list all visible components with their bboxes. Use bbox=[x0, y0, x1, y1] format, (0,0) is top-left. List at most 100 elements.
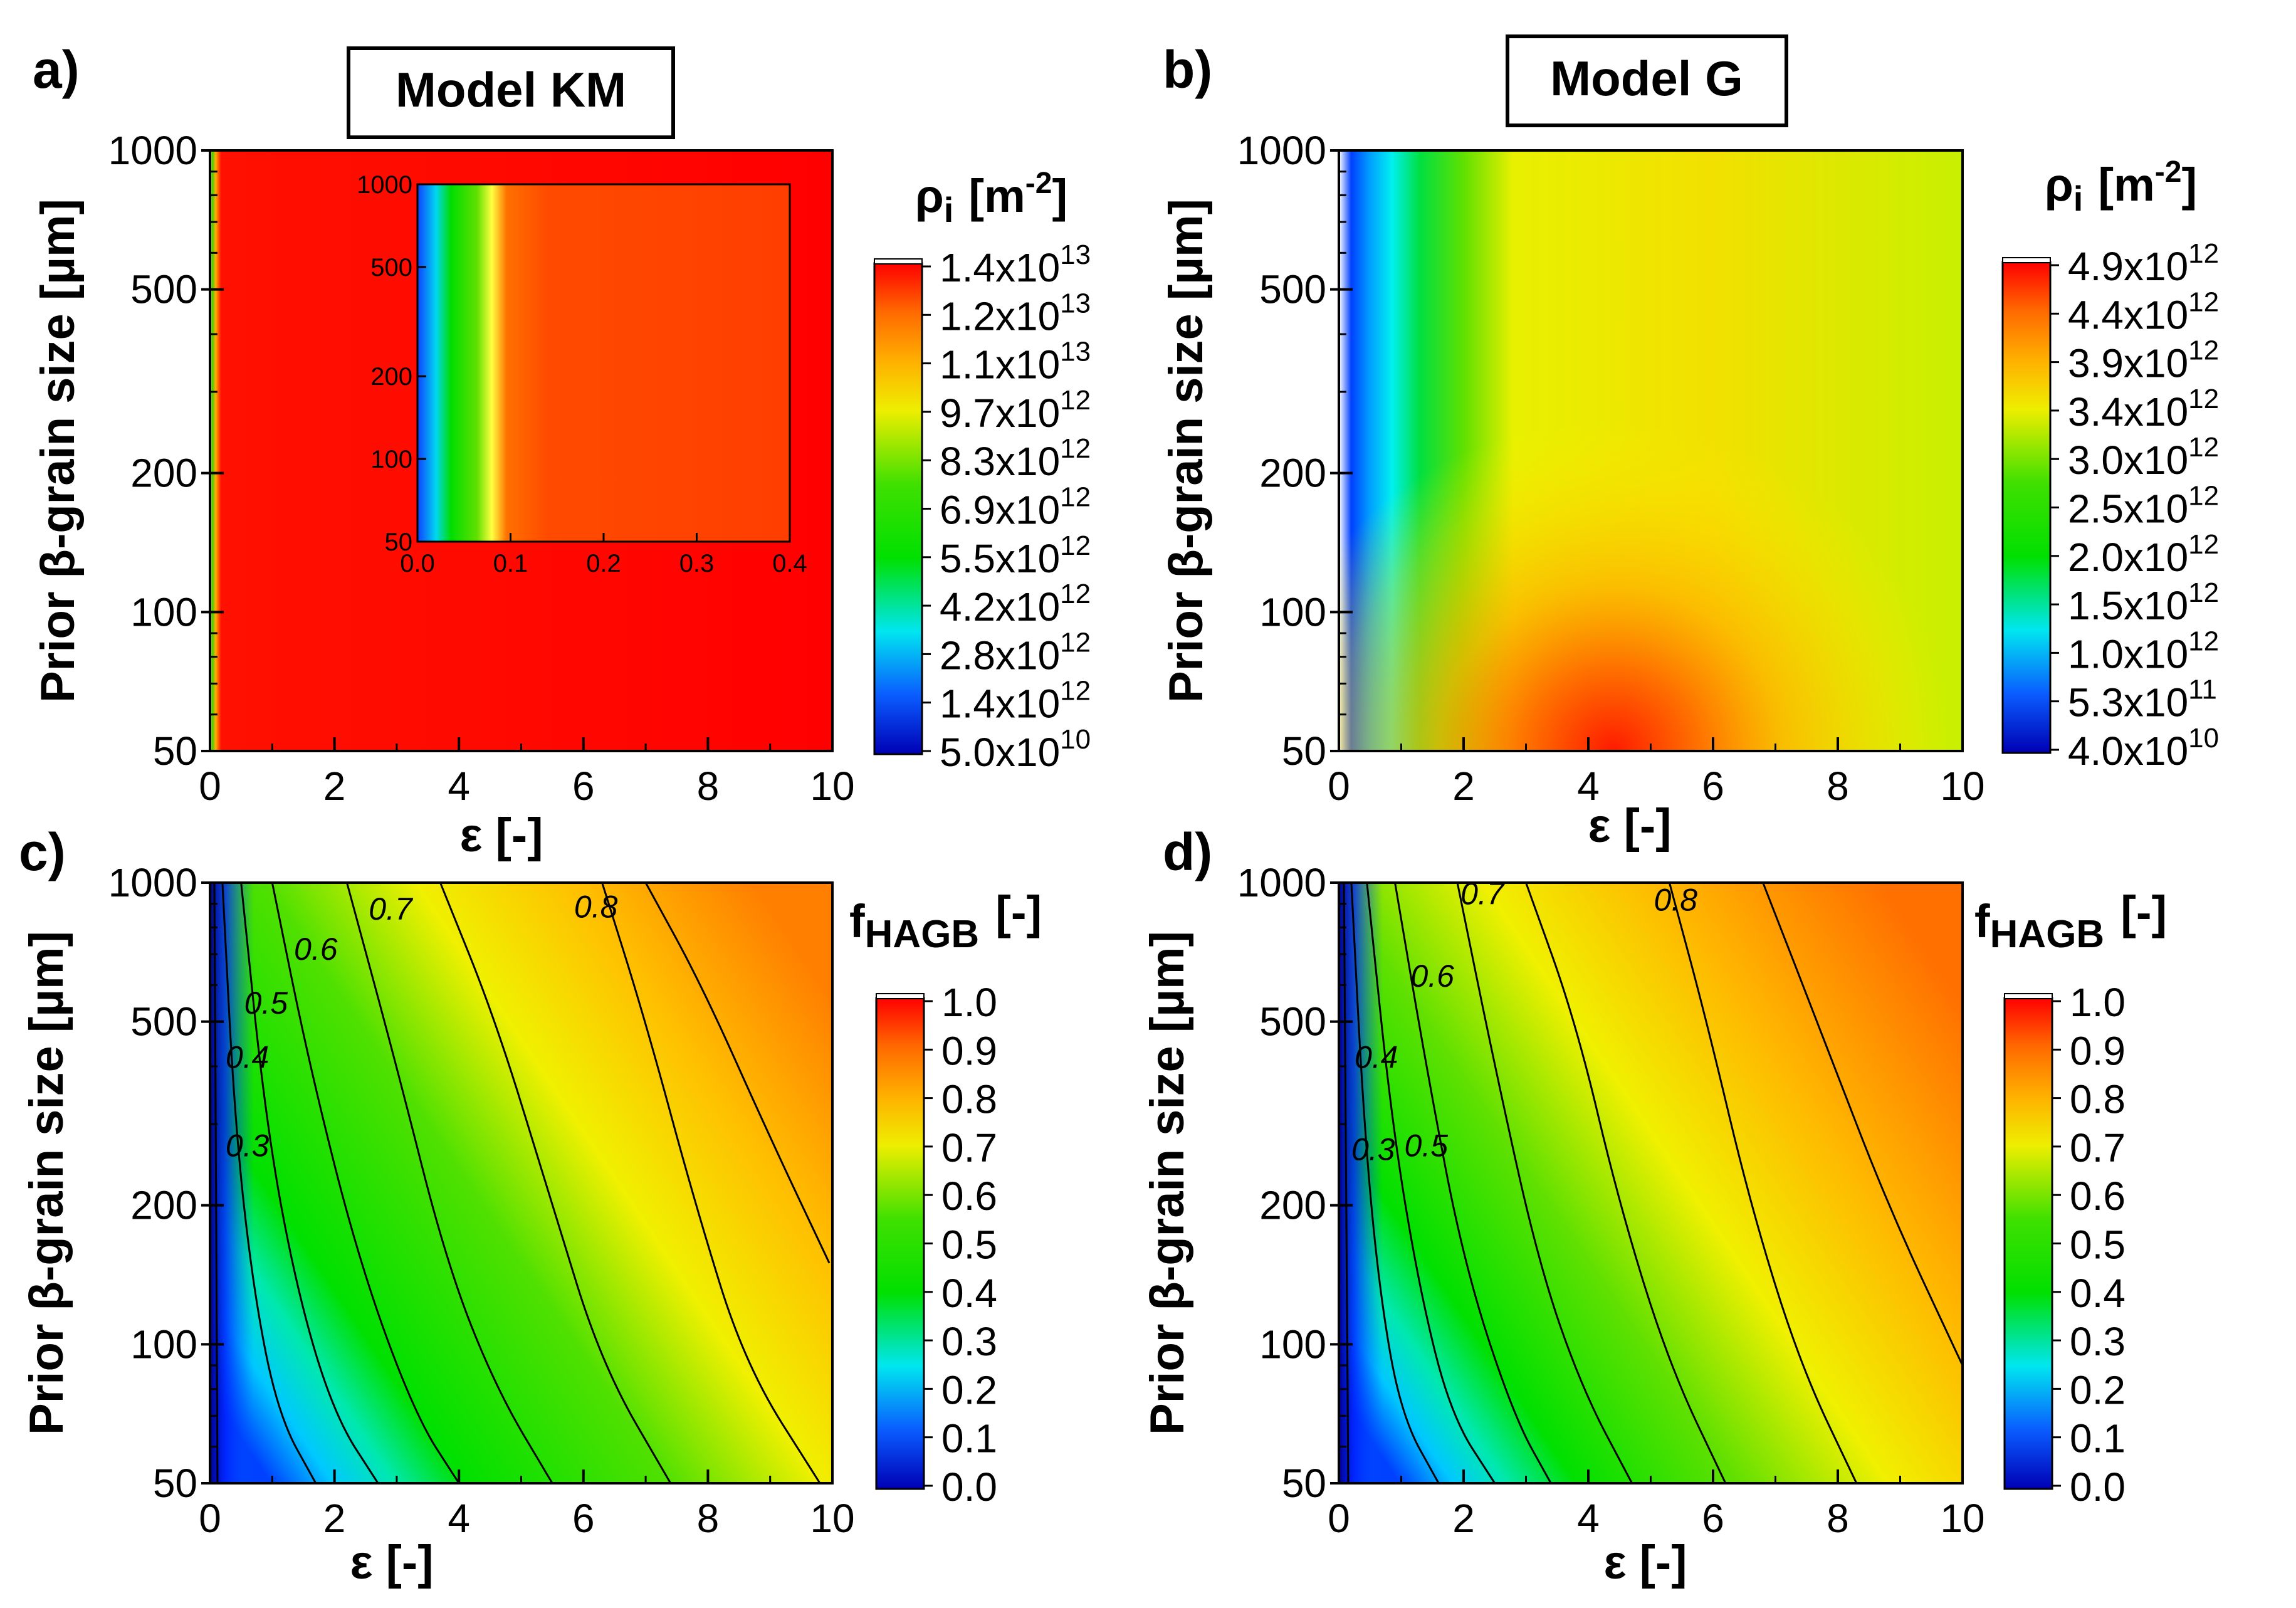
contour-line bbox=[1668, 883, 1858, 1483]
panel-a: a) Model KM 0.0 0.1 0.2 0.3 0.45010020050010… bbox=[31, 40, 1091, 862]
panel-b-xlabel: ε [-] bbox=[1588, 799, 1671, 853]
colorbar-tick-label: 0.7 bbox=[2070, 1125, 2126, 1170]
inset-y-tick-label: 1000 bbox=[357, 171, 412, 199]
panel-b-hotspot bbox=[1339, 150, 1963, 751]
y-tick-label: 200 bbox=[1259, 451, 1326, 496]
panel-d-plot: 0.30.40.50.60.7 0.8 bbox=[1339, 883, 1963, 1483]
contour-line bbox=[644, 883, 831, 1264]
panel-a-letter: a) bbox=[33, 40, 80, 99]
colorbar-tick-label: 1.5x1012 bbox=[2068, 577, 2219, 628]
panel-d-colorbar-title: fHAGB [-] bbox=[1974, 886, 2167, 956]
contour-line bbox=[1366, 883, 1496, 1483]
contour-line bbox=[1394, 883, 1552, 1483]
contour-label: 0.8 bbox=[1654, 883, 1698, 918]
y-tick-label: 100 bbox=[130, 1322, 197, 1367]
contour-label: 0.8 bbox=[574, 889, 618, 924]
colorbar-tick-label: 2.0x1012 bbox=[2068, 529, 2219, 580]
contour-label: 0.6 bbox=[1410, 959, 1454, 994]
y-tick-label: 500 bbox=[130, 267, 197, 312]
inset-x-tick-label: 0.4 bbox=[772, 550, 807, 577]
panel-b-colorbar-cap bbox=[2002, 257, 2051, 263]
colorbar-tick-label: 0.6 bbox=[941, 1174, 997, 1219]
colorbar-tick-label: 3.4x1012 bbox=[2068, 384, 2219, 434]
panel-c-axes: 0 2 4 6 8 10 50 100 200 500 1000 bbox=[108, 860, 855, 1541]
colorbar-tick-label: 0.4 bbox=[941, 1271, 997, 1316]
colorbar-tick-label: 1.0 bbox=[941, 980, 997, 1025]
contour-line bbox=[1343, 883, 1350, 1483]
x-tick-label: 0 bbox=[199, 764, 221, 809]
y-tick-label: 50 bbox=[153, 728, 197, 774]
panel-d: d) 0.30.40.50.60.7 0.8 0 2 4 6 8 1050100200500… bbox=[1141, 822, 2167, 1589]
contour-label: 0.6 bbox=[294, 932, 338, 967]
panel-a-colorbar-bar bbox=[873, 262, 923, 755]
colorbar-tick-label: 1.2x1013 bbox=[940, 288, 1091, 339]
y-tick-label: 100 bbox=[130, 589, 197, 634]
panel-b-axes: 0 2 4 6 8 10 50 100 200 500 1000 bbox=[1237, 128, 1985, 809]
panel-a-xlabel: ε [-] bbox=[459, 809, 543, 862]
y-tick-label: 50 bbox=[153, 1461, 197, 1506]
y-tick-label: 1000 bbox=[108, 860, 197, 905]
panel-b-colorbar-title: ρi [m-2] bbox=[2045, 155, 2197, 218]
inset-x-tick-label: 0.0 bbox=[400, 550, 435, 577]
colorbar-tick-label: 0.2 bbox=[941, 1367, 997, 1412]
colorbar-tick-label: 4.0x1010 bbox=[2068, 723, 2219, 774]
colorbar-tick-label: 8.3x1012 bbox=[940, 433, 1091, 484]
colorbar-tick-label: 9.7x1012 bbox=[940, 385, 1091, 436]
x-tick-label: 0 bbox=[1328, 1496, 1350, 1541]
colorbar-tick-label: 0.5 bbox=[2070, 1222, 2126, 1268]
panel-b-ylabel: Prior β-grain size [µm] bbox=[1160, 199, 1213, 703]
colorbar-tick-label: 4.9x1012 bbox=[2068, 238, 2219, 289]
contour-label: 0.5 bbox=[244, 985, 288, 1021]
x-tick-label: 10 bbox=[1940, 1496, 1984, 1541]
panel-a-colorbar: 1.4x10131.2x10131.1x10139.7x10128.3x1012… bbox=[873, 167, 1091, 775]
inset-x-tick-label: 0.3 bbox=[679, 550, 715, 577]
contour-line bbox=[439, 883, 672, 1483]
x-tick-label: 4 bbox=[448, 1496, 470, 1541]
panel-a-axes: 0 2 4 6 8 10 50 100 200 500 1000 bbox=[108, 128, 855, 809]
panel-a-colorbar-cap bbox=[874, 258, 923, 265]
contour-line bbox=[221, 883, 317, 1483]
colorbar-tick-label: 1.4x1013 bbox=[940, 239, 1091, 290]
panel-c-plot: 0.3 0.4 0.50.6 0.7 0.8 bbox=[210, 883, 832, 1483]
y-tick-label: 1000 bbox=[1237, 860, 1326, 905]
x-tick-label: 0 bbox=[1328, 764, 1350, 809]
panel-a-colorbar-title: ρi [m-2] bbox=[915, 167, 1067, 229]
y-tick-label: 50 bbox=[1282, 728, 1326, 774]
panel-d-colorbar-ticks: 1.00.90.80.70.60.50.40.30.20.10.0 bbox=[2052, 980, 2126, 1510]
contour-line bbox=[346, 883, 553, 1483]
colorbar-tick-label: 3.0x1012 bbox=[2068, 432, 2219, 483]
panel-c: c) 0.30.40.50.60.7 0.8 0 2 4 6 8 1050100200500… bbox=[19, 822, 1042, 1589]
colorbar-tick-label: 0.4 bbox=[2070, 1271, 2126, 1316]
panel-d-colorbar: 1.00.90.80.70.60.50.40.30.20.10.0 fHAGB[… bbox=[1974, 886, 2167, 1510]
colorbar-tick-label: 0.7 bbox=[941, 1125, 997, 1170]
colorbar-tick-label: 0.6 bbox=[2070, 1174, 2126, 1219]
panel-a-ylabel: Prior β-grain size [µm] bbox=[31, 199, 85, 703]
panel-b-colorbar-bar bbox=[2001, 261, 2052, 754]
panel-b-letter: b) bbox=[1163, 40, 1212, 99]
colorbar-tick-label: 5.3x1011 bbox=[2068, 675, 2217, 725]
y-tick-label: 200 bbox=[130, 451, 197, 496]
x-tick-label: 10 bbox=[810, 764, 854, 809]
x-tick-label: 6 bbox=[572, 764, 595, 809]
colorbar-tick-label: 0.3 bbox=[2070, 1319, 2126, 1364]
panel-a-inset-ticks: 0.0 0.1 0.2 0.3 0.4 50 100 200 500 1000 bbox=[357, 171, 807, 577]
colorbar-tick-label: 5.5x1012 bbox=[940, 530, 1091, 581]
colorbar-tick-label: 5.0x1010 bbox=[940, 724, 1091, 775]
contour-label: 0.7 bbox=[369, 891, 414, 927]
x-tick-label: 0 bbox=[199, 1496, 221, 1541]
panel-c-colorbar: 1.00.90.80.70.60.50.40.30.20.10.0 fHAGB[… bbox=[849, 886, 1042, 1510]
contour-line bbox=[1762, 883, 1963, 1366]
x-tick-label: 10 bbox=[1940, 764, 1984, 809]
colorbar-tick-label: 6.9x1012 bbox=[940, 482, 1091, 533]
panel-b-title-box bbox=[1506, 34, 1788, 127]
inset-y-tick-label: 100 bbox=[370, 446, 412, 473]
panel-a-title-box bbox=[347, 46, 675, 139]
y-tick-label: 200 bbox=[1259, 1183, 1326, 1228]
inset-y-tick-label: 200 bbox=[370, 363, 412, 391]
colorbar-tick-label: 0.8 bbox=[2070, 1077, 2126, 1122]
x-tick-label: 4 bbox=[448, 764, 470, 809]
contour-line bbox=[1350, 883, 1440, 1483]
x-tick-label: 4 bbox=[1577, 764, 1600, 809]
inset-y-tick-label: 500 bbox=[370, 254, 412, 281]
panel-d-colorbar-bar bbox=[2003, 997, 2053, 1490]
